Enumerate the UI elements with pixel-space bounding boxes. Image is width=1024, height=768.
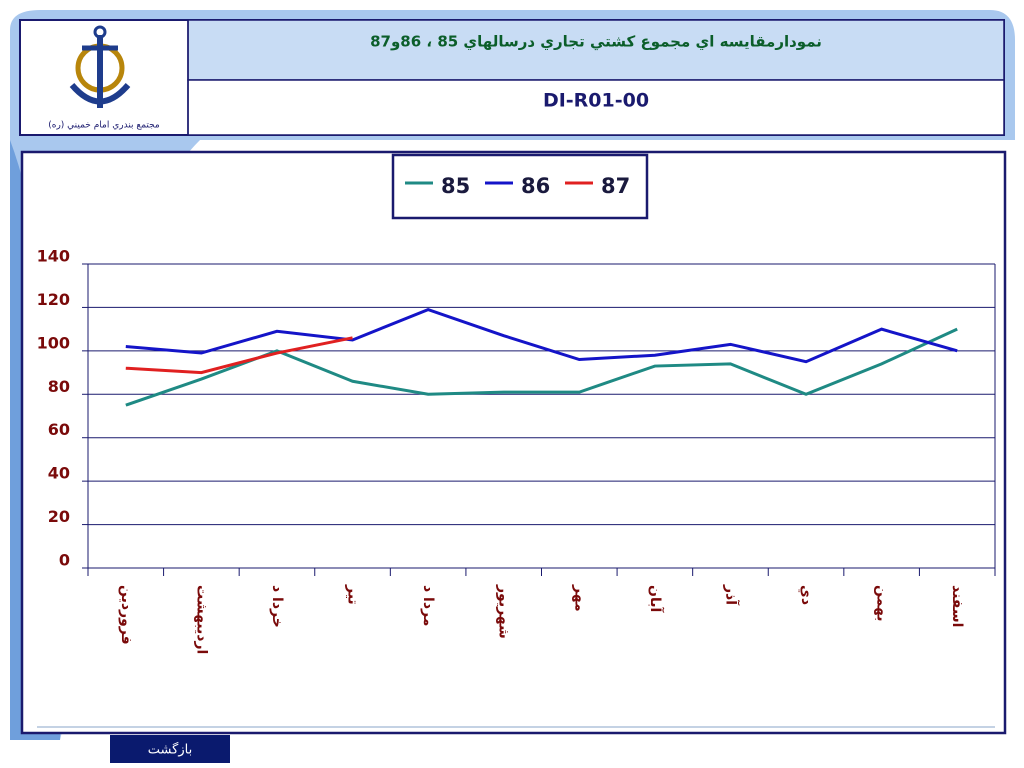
y-tick-label: 80 bbox=[48, 377, 70, 396]
logo-caption: مجتمع بندري امام خميني (ره) bbox=[48, 121, 160, 131]
y-tick-label: 120 bbox=[37, 290, 70, 309]
back-button-label[interactable]: بازگشت bbox=[148, 742, 192, 758]
y-tick-label: 100 bbox=[37, 333, 70, 352]
logo bbox=[69, 25, 131, 108]
code-cell bbox=[187, 79, 1005, 136]
x-tick-label: مردا د bbox=[420, 585, 436, 626]
chart-frame bbox=[20, 150, 1007, 735]
y-tick-label: 60 bbox=[48, 420, 70, 439]
x-tick-label: ارديبهشت bbox=[193, 585, 209, 654]
y-tick-label: 0 bbox=[59, 551, 70, 570]
series-line bbox=[125, 307, 958, 364]
y-tick-label: 20 bbox=[48, 507, 70, 526]
legend-label: 86 bbox=[521, 174, 550, 198]
x-tick-label: دي bbox=[797, 585, 814, 605]
legend-box bbox=[391, 153, 649, 220]
chart-title: نمودارمقايسه اي مجموع كشتي تجاري درسالها… bbox=[370, 33, 822, 52]
x-tick-label: آذر bbox=[722, 584, 740, 606]
x-tick-label: تير bbox=[345, 584, 361, 605]
series-line bbox=[125, 336, 353, 375]
y-tick-label: 140 bbox=[37, 247, 70, 266]
x-tick-label: اسفند bbox=[949, 585, 965, 627]
x-tick-label: مهر bbox=[571, 584, 587, 612]
x-tick-label: خردا د bbox=[269, 585, 285, 628]
y-tick-label: 40 bbox=[48, 464, 70, 483]
back-button[interactable] bbox=[110, 735, 230, 763]
legend-label: 87 bbox=[601, 174, 630, 198]
x-tick-label: فروردين bbox=[118, 585, 134, 645]
x-tick-label: بهمن bbox=[874, 585, 890, 621]
x-tick-label: آبان bbox=[647, 585, 665, 613]
legend-label: 85 bbox=[441, 174, 470, 198]
doc-code: DI-R01-00 bbox=[543, 90, 649, 112]
x-tick-label: شهريور bbox=[496, 584, 512, 639]
